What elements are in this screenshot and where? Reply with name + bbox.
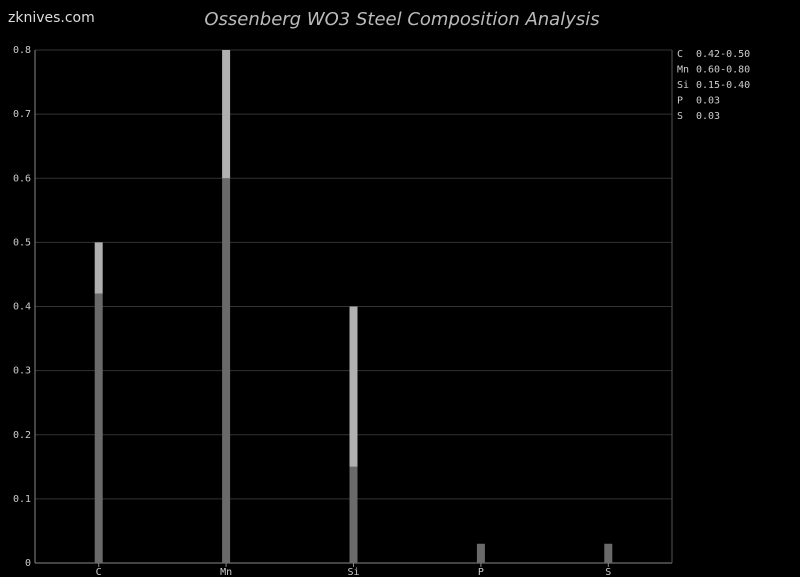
legend-name: Si — [677, 80, 689, 91]
chart-title: Ossenberg WO3 Steel Composition Analysis — [204, 9, 599, 30]
y-tick-label: 0 — [25, 558, 31, 569]
bar-min — [94, 293, 103, 563]
legend-label: 0.03 — [696, 96, 720, 107]
legend-name: P — [677, 96, 683, 107]
y-tick-label: 0.2 — [13, 430, 31, 441]
legend-name: S — [677, 111, 683, 122]
y-tick-label: 0.3 — [13, 366, 31, 377]
bar-min — [349, 466, 358, 563]
bar-min — [604, 543, 613, 563]
y-tick-label: 0.1 — [13, 494, 31, 505]
x-tick-label: Si — [347, 567, 359, 577]
x-tick-label: S — [605, 567, 611, 577]
x-tick-label: P — [478, 567, 484, 577]
legend-label: 0.60-0.80 — [696, 65, 750, 76]
bar-min — [222, 178, 231, 563]
y-tick-label: 0.4 — [13, 302, 31, 313]
y-tick-label: 0.8 — [13, 45, 31, 56]
bar-min — [476, 543, 485, 563]
legend-label: 0.15-0.40 — [696, 80, 750, 91]
y-tick-label: 0.5 — [13, 237, 31, 248]
x-tick-label: C — [96, 567, 102, 577]
x-tick-label: Mn — [220, 567, 232, 577]
legend-name: C — [677, 49, 683, 60]
y-tick-label: 0.7 — [13, 109, 31, 120]
bar-range — [94, 242, 103, 294]
legend-label: 0.03 — [696, 111, 720, 122]
bar-range — [222, 50, 231, 179]
bar-range — [349, 306, 358, 467]
site-watermark: zknives.com — [8, 10, 95, 26]
legend-label: 0.42-0.50 — [696, 49, 750, 60]
y-tick-label: 0.6 — [13, 173, 31, 184]
legend-name: Mn — [677, 65, 689, 76]
